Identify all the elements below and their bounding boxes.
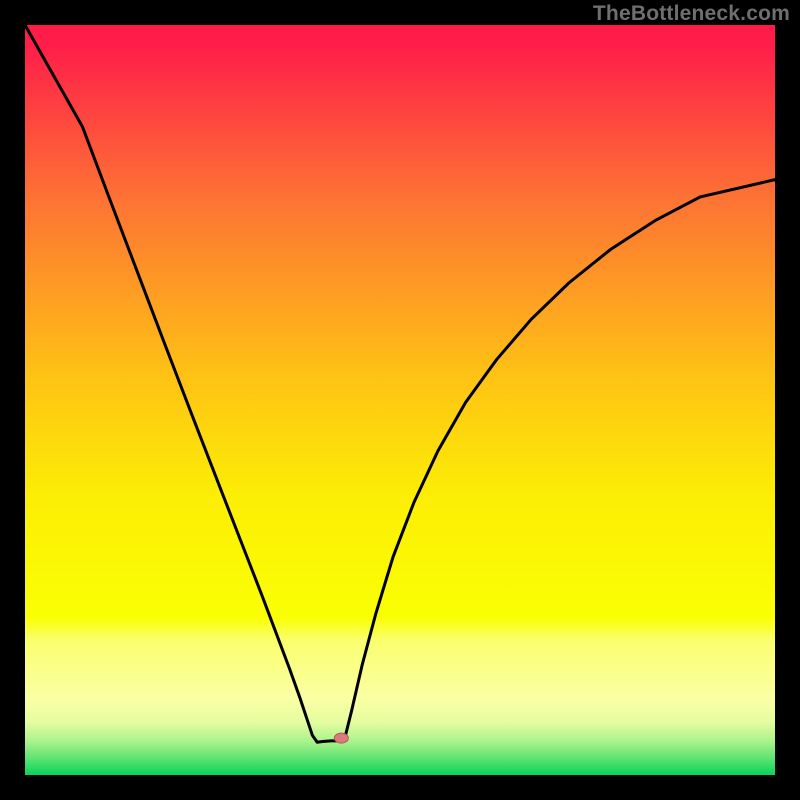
chart-svg [0, 0, 800, 800]
optimal-point-marker [334, 733, 348, 743]
plot-background [25, 25, 775, 775]
chart-canvas: TheBottleneck.com [0, 0, 800, 800]
watermark-text: TheBottleneck.com [593, 2, 790, 26]
